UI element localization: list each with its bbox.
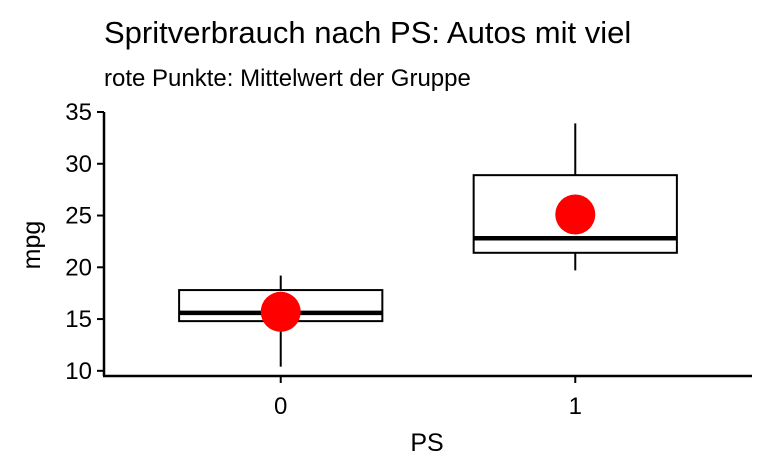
mean-point bbox=[555, 194, 596, 235]
y-tick-label: 25 bbox=[65, 203, 92, 230]
y-tick-label: 30 bbox=[65, 151, 92, 178]
y-tick-label: 35 bbox=[65, 99, 92, 126]
box-group-0 bbox=[178, 275, 384, 367]
x-axis-title: PS bbox=[410, 429, 443, 457]
x-tick-label: 1 bbox=[569, 393, 582, 420]
plot-area bbox=[178, 123, 678, 367]
chart-title: Spritverbrauch nach PS: Autos mit viel bbox=[104, 15, 631, 50]
y-tick-label: 10 bbox=[65, 358, 92, 385]
box-group-1 bbox=[472, 123, 678, 271]
y-tick-label: 15 bbox=[65, 306, 92, 333]
x-tick-label: 0 bbox=[274, 393, 287, 420]
y-axis-title: mpg bbox=[18, 221, 46, 270]
chart-subtitle: rote Punkte: Mittelwert der Gruppe bbox=[104, 65, 471, 92]
y-tick-label: 20 bbox=[65, 254, 92, 281]
y-axis-ticks: 10 15 20 25 30 35 bbox=[65, 99, 104, 385]
mean-point bbox=[260, 291, 301, 332]
